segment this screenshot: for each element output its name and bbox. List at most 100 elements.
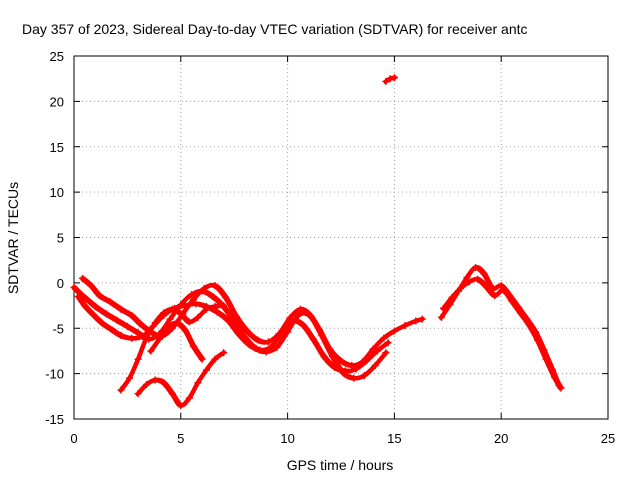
data-point — [491, 292, 499, 300]
data-point — [534, 336, 542, 344]
chart-title: Day 357 of 2023, Sidereal Day-to-day VTE… — [22, 21, 528, 37]
data-point — [96, 292, 104, 300]
data-point — [480, 270, 488, 278]
data-point — [309, 335, 317, 343]
y-tick-label: 20 — [50, 94, 64, 109]
data-point — [213, 308, 221, 316]
data-point — [350, 374, 358, 382]
x-tick-label: 10 — [280, 431, 294, 446]
data-point — [401, 322, 409, 330]
data-point — [126, 374, 134, 382]
data-point — [128, 312, 136, 320]
data-point — [348, 361, 356, 369]
data-point — [220, 349, 228, 357]
data-point — [222, 293, 230, 301]
data-point — [143, 333, 151, 341]
data-point — [497, 282, 505, 290]
series-line — [76, 296, 389, 374]
data-point — [168, 305, 176, 313]
data-point — [108, 326, 116, 334]
data-point — [463, 273, 471, 281]
data-point — [134, 329, 142, 337]
series-track-6 — [147, 319, 206, 363]
data-point — [155, 335, 163, 343]
x-tick-label: 0 — [70, 431, 77, 446]
data-point — [134, 355, 142, 363]
y-tick-label: 10 — [50, 185, 64, 200]
data-point — [254, 336, 262, 344]
data-point — [339, 369, 347, 377]
y-tick-label: -15 — [45, 412, 64, 427]
x-tick-label: 20 — [494, 431, 508, 446]
series-line — [135, 352, 224, 408]
data-point — [98, 319, 106, 327]
series-track-8 — [440, 275, 565, 392]
series-track-3 — [79, 274, 390, 382]
data-point — [360, 371, 368, 379]
x-tick-label: 15 — [387, 431, 401, 446]
data-point — [128, 334, 136, 342]
data-point — [472, 263, 480, 271]
data-point — [194, 313, 202, 321]
y-tick-label: 5 — [57, 231, 64, 246]
data-point — [134, 390, 142, 398]
x-tick-label: 25 — [601, 431, 615, 446]
data-point — [465, 278, 473, 286]
data-point — [382, 77, 390, 85]
data-point — [87, 282, 95, 290]
y-tick-label: -5 — [52, 321, 64, 336]
series-track-5 — [134, 349, 228, 409]
series-track-4 — [117, 302, 228, 394]
data-point — [211, 302, 219, 310]
data-point — [190, 342, 198, 350]
data-point — [371, 361, 379, 369]
data-point — [412, 317, 420, 325]
series-line — [441, 279, 562, 391]
data-point — [177, 310, 185, 318]
data-point — [474, 275, 482, 283]
data-point — [267, 343, 275, 351]
data-point — [373, 347, 381, 355]
data-point — [273, 343, 281, 351]
data-point — [151, 319, 159, 327]
data-point — [232, 312, 240, 320]
data-point — [117, 332, 125, 340]
data-point — [380, 334, 388, 342]
data-point — [164, 323, 172, 331]
data-point — [499, 286, 507, 294]
data-point — [202, 366, 210, 374]
data-point — [143, 381, 151, 389]
data-point — [307, 312, 315, 320]
data-point — [275, 330, 283, 338]
data-point — [318, 332, 326, 340]
y-tick-label: -10 — [45, 367, 64, 382]
data-point — [123, 322, 131, 330]
data-point — [369, 345, 377, 353]
data-point — [192, 300, 200, 308]
data-point — [224, 316, 232, 324]
data-point — [542, 355, 550, 363]
y-axis-title: SDTVAR / TECUs — [5, 182, 21, 294]
data-point — [91, 302, 99, 310]
data-point — [113, 316, 121, 324]
data-point — [286, 314, 294, 322]
data-point — [83, 295, 91, 303]
data-point — [390, 74, 398, 82]
data-point — [136, 320, 144, 328]
data-point — [211, 282, 219, 290]
data-point — [337, 357, 345, 365]
data-point — [234, 330, 242, 338]
data-point — [187, 291, 195, 299]
data-point — [557, 384, 565, 392]
series-line — [148, 322, 203, 362]
data-point — [194, 379, 202, 387]
data-point — [516, 309, 524, 317]
data-point — [328, 352, 336, 360]
data-point — [418, 315, 426, 323]
data-point — [79, 274, 87, 282]
data-point — [299, 321, 307, 329]
data-point — [200, 284, 208, 292]
data-point — [173, 319, 181, 327]
